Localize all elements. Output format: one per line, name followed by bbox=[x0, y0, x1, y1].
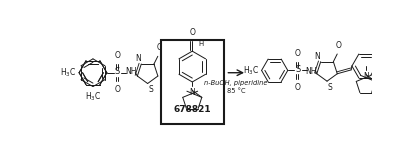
Text: S: S bbox=[295, 65, 300, 74]
Text: $\mathregular{H_3C}$: $\mathregular{H_3C}$ bbox=[85, 90, 101, 103]
Text: O: O bbox=[189, 28, 195, 37]
Text: O: O bbox=[295, 83, 301, 92]
Text: O: O bbox=[115, 85, 120, 94]
Text: NH: NH bbox=[125, 67, 137, 76]
Text: 85 °C: 85 °C bbox=[227, 88, 246, 94]
Text: O: O bbox=[295, 49, 301, 58]
Text: O: O bbox=[115, 51, 120, 60]
Text: O: O bbox=[156, 43, 162, 52]
Text: S: S bbox=[115, 67, 120, 76]
Text: N: N bbox=[189, 88, 195, 97]
Text: NH: NH bbox=[305, 67, 317, 76]
Text: S: S bbox=[149, 85, 153, 94]
Text: $\mathregular{H_3C}$: $\mathregular{H_3C}$ bbox=[60, 67, 76, 79]
Text: N: N bbox=[135, 54, 141, 63]
Text: n-BuOH, piperidine: n-BuOH, piperidine bbox=[205, 80, 268, 86]
Text: N: N bbox=[363, 72, 369, 81]
Text: H: H bbox=[198, 41, 204, 47]
Bar bbox=[161, 40, 224, 124]
Text: S: S bbox=[328, 83, 332, 92]
Text: N: N bbox=[314, 52, 320, 61]
Text: O: O bbox=[336, 41, 342, 50]
Text: $\mathregular{H_3C}$: $\mathregular{H_3C}$ bbox=[243, 64, 259, 77]
Text: 678821: 678821 bbox=[173, 105, 211, 114]
